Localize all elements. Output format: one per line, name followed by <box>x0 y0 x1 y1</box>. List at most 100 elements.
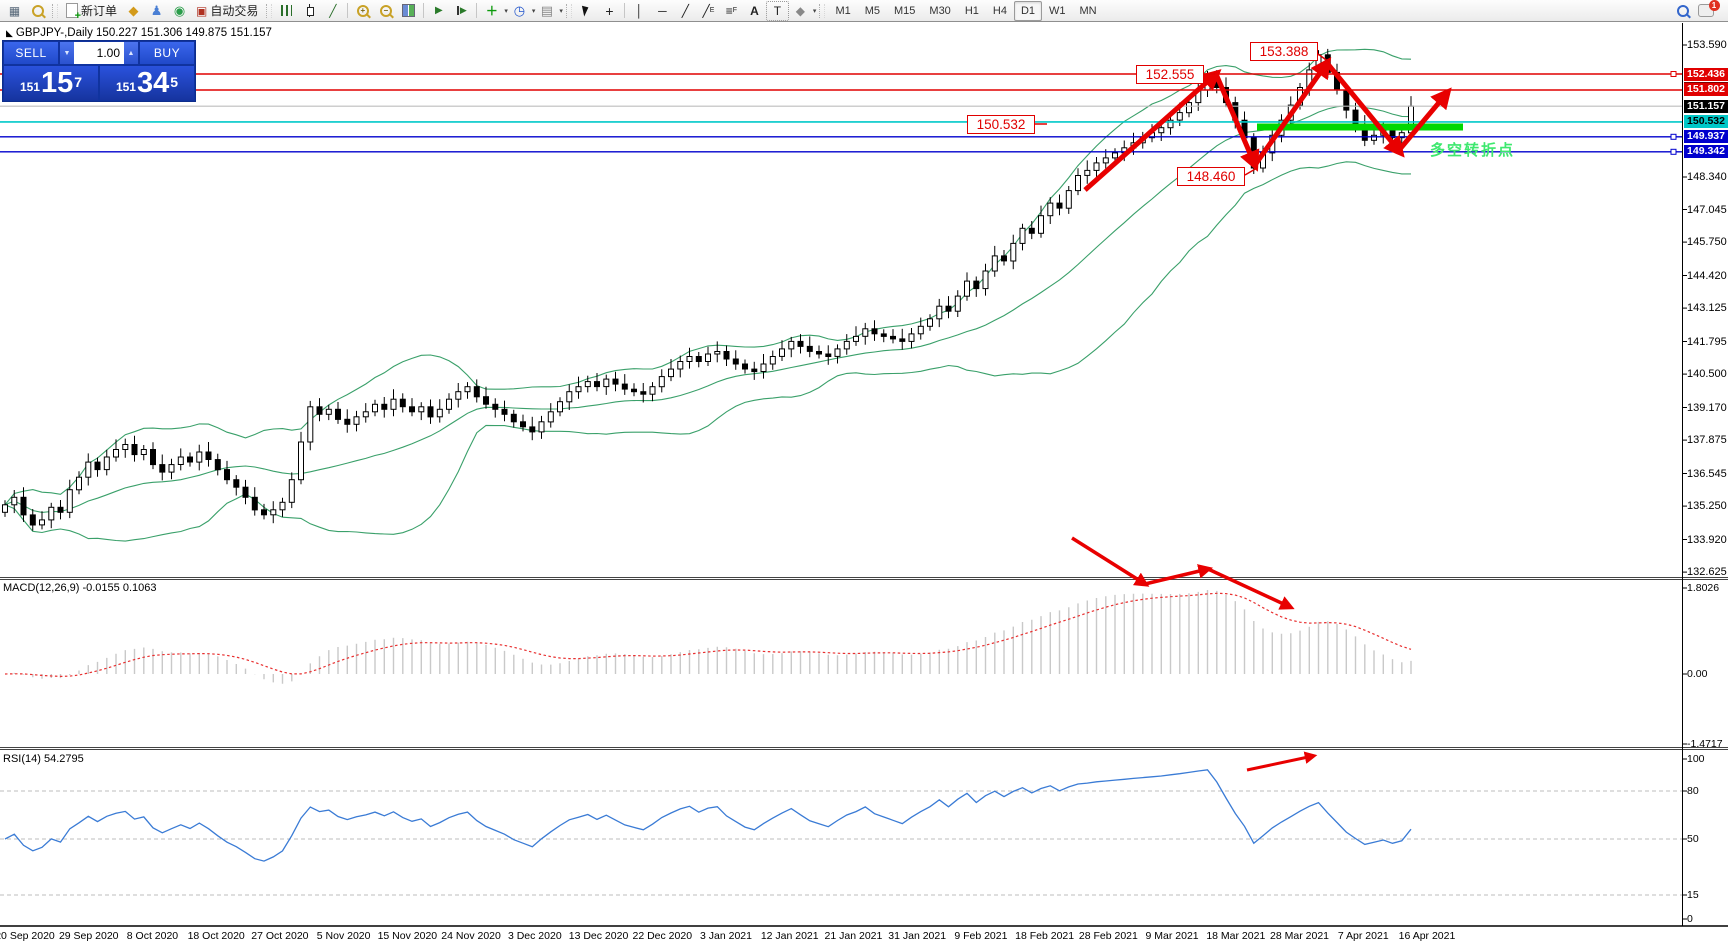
time-tick: 12 Jan 2021 <box>760 930 819 942</box>
line-chart-icon[interactable]: ╱ <box>329 3 337 18</box>
signals-icon[interactable]: ◉ <box>173 3 186 18</box>
indicator-tick: 0 <box>1687 913 1693 925</box>
toolbar-separator <box>476 3 478 18</box>
price-tick: 132.625 <box>1687 566 1727 579</box>
time-tick: 28 Feb 2021 <box>1078 930 1138 942</box>
notifications-icon[interactable]: 1 <box>1694 0 1720 21</box>
buy-quote[interactable]: 151 34 5 <box>99 65 195 101</box>
periods-dropdown-icon[interactable]: ▾ <box>531 7 536 15</box>
indicator-tick: 15 <box>1687 889 1699 901</box>
volume-up-button[interactable]: ▲ <box>124 42 138 64</box>
price-tick: 140.500 <box>1687 368 1727 381</box>
price-tick: 144.420 <box>1687 269 1727 282</box>
time-tick: 18 Oct 2020 <box>187 930 245 942</box>
candlestick-icon[interactable] <box>298 1 321 21</box>
turning-point-note: 多空转折点 <box>1430 142 1516 159</box>
alert-icon[interactable]: ◆ <box>128 3 139 18</box>
volume-down-button[interactable]: ▼ <box>60 42 74 64</box>
zoom-out-icon[interactable]: − <box>374 1 397 21</box>
equidistant-channel-icon[interactable]: ╱ E <box>702 3 715 18</box>
indicators-icon[interactable]: ＋ <box>485 3 498 18</box>
timeframe-group: M1 M5 M15 M30 H1 H4 D1 W1 MN <box>828 0 1103 21</box>
price-annotation-box[interactable]: 148.460 <box>1177 167 1245 186</box>
indicator-tick: -1.4717 <box>1687 738 1723 750</box>
indicator-tick: 80 <box>1687 785 1699 797</box>
time-tick: 18 Mar 2021 <box>1206 930 1266 942</box>
time-tick: 13 Dec 2020 <box>568 930 629 942</box>
new-order-icon <box>66 3 81 22</box>
tile-windows-icon[interactable] <box>397 1 420 21</box>
toolbar-separator <box>423 3 425 18</box>
time-tick: 5 Nov 2020 <box>316 930 371 942</box>
community-icon[interactable]: ♟ <box>150 3 163 18</box>
price-tick: 137.875 <box>1687 434 1727 447</box>
autotrading-label: 自动交易 <box>210 3 259 18</box>
indicator-tick: 1.8026 <box>1687 582 1720 594</box>
volume-value[interactable]: 1.00 <box>96 46 120 60</box>
chart-window-icon[interactable]: ▦ <box>8 3 21 18</box>
timeframe-w1[interactable]: W1 <box>1049 4 1066 17</box>
price-annotation-box[interactable]: 153.388 <box>1250 42 1318 61</box>
horizontal-line-icon[interactable]: ─ <box>658 3 667 18</box>
indicators-dropdown-icon[interactable]: ▾ <box>504 7 508 15</box>
main-toolbar: ▦ 新订单 ◆ ♟ ◉ ▣ 自动交易 ╱ + − ▶ ▶ ＋▾ ◷▾ ▤▾ + … <box>0 0 1728 22</box>
price-level-badge: 149.342 <box>1684 145 1728 159</box>
timeframe-m1[interactable]: M1 <box>835 4 851 17</box>
price-tick: 133.920 <box>1687 533 1727 546</box>
price-tick: 136.545 <box>1687 467 1727 480</box>
timeframe-m15[interactable]: M15 <box>894 4 916 17</box>
timeframe-d1[interactable]: D1 <box>1013 0 1042 21</box>
price-tick: 145.750 <box>1687 236 1727 249</box>
chart-shift-icon[interactable]: ▶ <box>450 1 473 21</box>
price-annotation-box[interactable]: 150.532 <box>967 115 1035 134</box>
crosshair-icon[interactable]: + <box>605 2 614 19</box>
periods-icon[interactable]: ◷ <box>513 3 526 18</box>
timeframe-h4[interactable]: H4 <box>992 4 1007 17</box>
templates-dropdown-icon[interactable]: ▾ <box>559 7 563 15</box>
price-level-badge: 150.532 <box>1684 115 1728 129</box>
shapes-icon[interactable]: ◆ <box>795 3 806 18</box>
new-order-label: 新订单 <box>81 3 118 18</box>
new-order-button[interactable]: 新订单 <box>61 1 122 22</box>
sell-button[interactable]: SELL <box>3 41 59 65</box>
indicator-tick: 100 <box>1687 753 1705 765</box>
price-tick: 147.045 <box>1687 203 1727 216</box>
vertical-line-icon[interactable]: │ <box>635 3 644 18</box>
time-tick: 7 Apr 2021 <box>1337 930 1389 942</box>
timeframe-h1[interactable]: H1 <box>964 4 979 17</box>
search-icon[interactable] <box>1671 1 1694 21</box>
time-tick: 3 Jan 2021 <box>700 930 752 942</box>
price-level-badge: 152.436 <box>1684 67 1728 81</box>
timeframe-mn[interactable]: MN <box>1079 4 1097 17</box>
fibonacci-icon[interactable]: ≡ F <box>725 3 738 18</box>
toolbar-grip <box>266 3 273 18</box>
autotrading-button[interactable]: ▣ 自动交易 <box>191 1 263 21</box>
text-label-icon[interactable]: T <box>765 0 789 21</box>
buy-button[interactable]: BUY <box>139 41 195 65</box>
text-icon[interactable]: A <box>750 3 759 18</box>
templates-icon[interactable]: ▤ <box>540 3 554 18</box>
autotrading-icon: ▣ <box>196 3 208 18</box>
shapes-dropdown-icon[interactable]: ▾ <box>812 7 817 15</box>
timeframe-m5[interactable]: M5 <box>864 4 880 17</box>
zoom-in-icon[interactable]: + <box>351 1 374 21</box>
price-tick: 139.170 <box>1687 401 1727 414</box>
time-tick: 8 Oct 2020 <box>126 930 179 942</box>
chart-corner-icon: ◣ <box>6 28 13 38</box>
bar-chart-icon[interactable] <box>275 1 298 21</box>
price-tick: 141.795 <box>1687 335 1727 348</box>
price-annotation-box[interactable]: 152.555 <box>1136 65 1204 84</box>
auto-scroll-icon[interactable]: ▶ <box>435 4 443 16</box>
one-click-trade-panel: SELL ▼ 1.00 ▲ BUY 151 15 7 151 34 5 <box>2 40 196 102</box>
trendline-icon[interactable]: ╱ <box>681 3 690 18</box>
timeframe-m30[interactable]: M30 <box>929 4 951 17</box>
indicator-tick: 50 <box>1687 833 1699 845</box>
sell-quote[interactable]: 151 15 7 <box>3 65 99 101</box>
toolbar-separator <box>623 3 625 18</box>
time-tick: 29 Sep 2020 <box>58 930 119 942</box>
time-tick: 24 Nov 2020 <box>441 930 501 942</box>
chart-preview-icon[interactable] <box>26 1 49 21</box>
toolbar-grip <box>819 3 826 18</box>
time-tick: 21 Jan 2021 <box>824 930 883 942</box>
